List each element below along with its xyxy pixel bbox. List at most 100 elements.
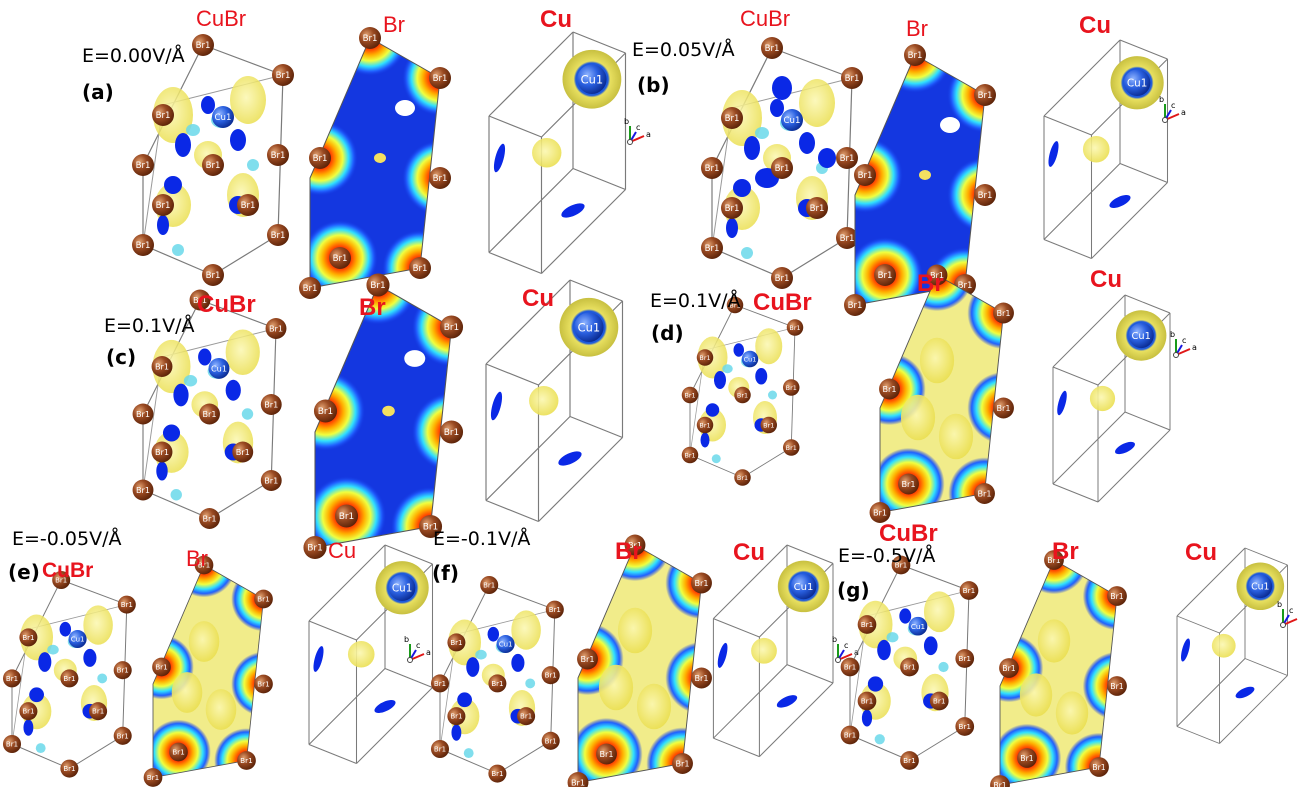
br-atom-sphere [151,441,173,463]
br-atom-label: Br1 [434,679,446,688]
br-atom-label: Br1 [628,540,642,550]
br-atom: Br1 [959,581,979,600]
cu-atom: Cu1 [1248,574,1273,599]
br-contour-plane: Br1 Br1 Br1 Br1 Br1 Br1 Br1 [299,27,451,299]
br-atom-label: Br1 [318,407,334,417]
axis-origin [1173,352,1179,358]
field-value-e: E=-0.05V/Å [12,528,122,550]
br-atom-label: Br1 [705,164,720,174]
br-atom-sphere [857,615,877,634]
br-atom: Br1 [199,403,220,425]
br-atom: Br1 [60,759,79,778]
br-atom-label: Br1 [858,171,873,181]
blue-isosurface [1115,441,1135,455]
br-atom-label: Br1 [699,354,710,362]
br-atom-sphere [132,234,154,256]
panel-label-e: (e) [8,560,40,584]
br-atom-label: Br1 [433,74,448,84]
br-atom: Br1 [681,386,699,404]
br-atom-label: Br1 [155,663,168,672]
br-atom-sphere [132,479,154,501]
br-atom-label: Br1 [22,707,34,716]
panel-label-f: (f) [432,561,459,585]
br-atom: Br1 [113,726,132,745]
title-br-d: Br [917,270,944,297]
br-atom-label: Br1 [930,270,944,280]
cyan-isosurface [247,159,259,171]
cu-atom-sphere [1128,322,1154,349]
br-atom: Br1 [993,397,1014,419]
br-atom-label: Br1 [958,722,971,731]
br-atom-label: Br1 [840,234,855,244]
cell-edge [1091,182,1168,259]
br-atom-sphere [117,595,136,614]
br-atom: Br1 [541,666,560,685]
contour-rings [947,157,985,233]
br-atom-sphere [806,197,828,219]
br-atom: Br1 [955,717,975,736]
br-atom-sphere [309,147,331,169]
br-atom: Br1 [1044,550,1064,570]
yellow-isosurface [171,672,203,713]
br-atom-sphere [202,264,224,286]
br-atom-label: Br1 [172,748,185,757]
br-atom-label: Br1 [844,731,857,740]
cu-atom: Cu1 [741,350,759,368]
cubr-structure: Br1 Br1 Br1 Br1 Br1 Br1 Br1 Br1 Br1 Br1 Br1 Cu1 [2,570,136,778]
br-atom-label: Br1 [882,384,896,394]
axes-triad-e: b ac [404,635,431,663]
cell-edge [1052,366,1099,386]
br-atom-label: Br1 [155,447,169,457]
br-atom-sphere [926,264,948,286]
yellow-isosurface [1082,135,1110,163]
br-atom-label: Br1 [725,114,740,124]
cu-atom-sphere [1248,574,1273,599]
br-atom-label: Br1 [786,384,797,392]
cyan-isosurface [722,364,733,374]
blue-isosurface [230,129,246,151]
title-br-c: Br [359,294,386,321]
cell-edge [742,447,792,478]
blue-isosurface [714,371,726,389]
br-atom-label: Br1 [599,749,613,759]
br-atom: Br1 [701,237,723,259]
blue-isosurface [201,96,215,114]
br-atom-sphere [232,441,254,463]
br-atom-label: Br1 [271,231,286,241]
yellow-isosurface [188,621,220,662]
blue-isosurface [83,648,97,667]
blue-isosurface [162,424,181,442]
cell-edge [497,740,551,775]
br-atom-sphere [900,657,919,677]
cell-edge [212,234,279,276]
br-atom: Br1 [517,707,536,726]
br-atom-sphere [488,674,507,693]
hole [404,350,426,367]
br-atom-label: Br1 [264,475,278,485]
cu-atom-label: Cu1 [392,582,412,594]
br-atom-sphere [429,67,451,89]
cell-edge [489,584,555,611]
br-atom-sphere [999,658,1019,678]
br-atom: Br1 [265,318,287,339]
axis-c-label: c [1171,101,1175,110]
blue-isosurface [175,133,191,157]
br-atom-sphere [726,296,744,314]
cell-edge [308,668,386,745]
contour-rings [411,392,452,472]
yellow-isosurface [347,640,375,668]
br-atom-sphere [447,707,466,726]
br-atom: Br1 [447,707,466,726]
br-atom-label: Br1 [156,201,171,211]
br-atom-label: Br1 [1002,664,1015,673]
br-atom-sphere [993,397,1014,419]
axes-triad-d: b ac [1170,330,1197,358]
br-atom-label: Br1 [55,576,67,585]
cu-wireframe-cell: Cu1 [308,544,434,764]
br-atom: Br1 [19,628,38,647]
br-atom: Br1 [771,267,793,289]
br-atom-label: Br1 [861,697,874,706]
br-atom: Br1 [701,157,723,179]
br-atom-sphere [329,247,351,269]
cell-edge [1176,615,1220,634]
